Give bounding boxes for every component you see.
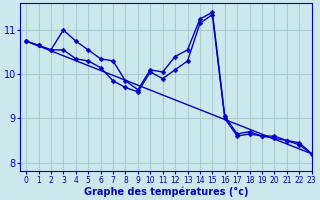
X-axis label: Graphe des températures (°c): Graphe des températures (°c) <box>84 186 248 197</box>
